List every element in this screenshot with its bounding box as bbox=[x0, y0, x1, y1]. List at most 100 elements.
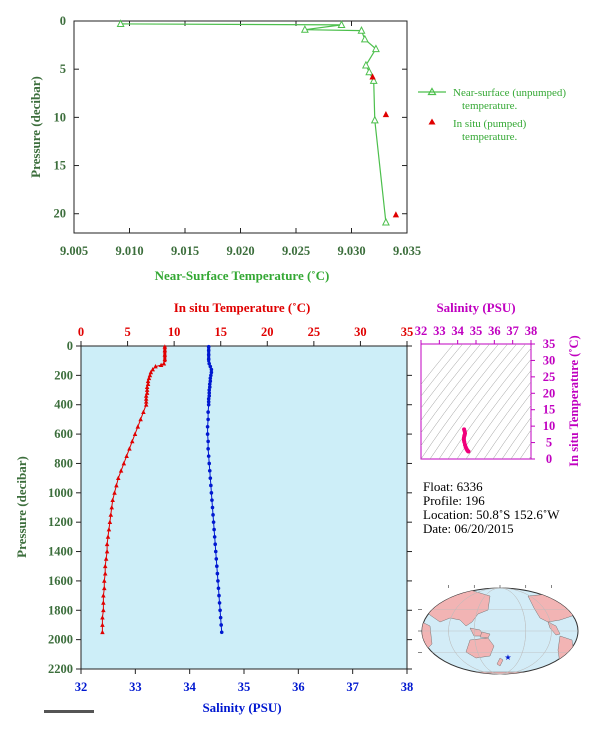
near-surface-series bbox=[116, 19, 400, 226]
temperature-point bbox=[102, 578, 107, 583]
salinity-point bbox=[208, 379, 213, 384]
isopycnal-line bbox=[474, 381, 531, 459]
ts-y-axis-label: In situ Temperature (˚C) bbox=[567, 335, 581, 466]
world-map: ★ bbox=[418, 585, 579, 675]
temperature-point bbox=[162, 344, 168, 349]
temperature-point bbox=[121, 460, 127, 466]
ts-x-tick-label: 37 bbox=[506, 324, 519, 338]
ts-series bbox=[461, 427, 471, 454]
near-surface-point bbox=[361, 60, 370, 69]
x-tick-label: 9.035 bbox=[393, 244, 421, 258]
legend-label-near-surface: Near-surface (unpumped) bbox=[453, 87, 566, 99]
salinity-point bbox=[208, 364, 213, 369]
x-tick-label: 9.005 bbox=[60, 244, 88, 258]
ts-y-tick-label: 0 bbox=[546, 452, 552, 466]
salinity-tick-label: 36 bbox=[292, 680, 305, 694]
temperature-point bbox=[127, 446, 132, 451]
temperature-point bbox=[105, 534, 111, 539]
salinity-tick-label: 35 bbox=[238, 680, 251, 694]
isopycnal-line bbox=[421, 344, 508, 459]
ts-diagram: 32 33 34 35 36 37 38 0 5 10 15 20 25 30 35 Salinity (P… bbox=[415, 300, 581, 467]
salinity-point bbox=[206, 397, 211, 401]
near-surface-chart: 9.005 9.010 9.015 9.020 9.025 9.030 9.035 0 5 10 1… bbox=[28, 14, 566, 283]
temperature-point bbox=[144, 390, 150, 395]
salinity-point bbox=[206, 446, 210, 451]
ts-x-axis-label: Salinity (PSU) bbox=[436, 300, 515, 315]
in-situ-point bbox=[392, 211, 400, 218]
temperature-point bbox=[162, 352, 168, 357]
temperature-tick-label: 10 bbox=[168, 325, 181, 339]
salinity-point bbox=[218, 608, 222, 613]
profile-chart: 0 5 10 15 20 25 30 35 32 33 34 35 36 37 38 0 200 400 600 80… bbox=[14, 300, 413, 715]
near-surface-point bbox=[371, 44, 380, 53]
ts-y-tick-label: 35 bbox=[543, 337, 556, 351]
isopycnal-line bbox=[421, 344, 499, 447]
ts-x-tick-label: 38 bbox=[525, 324, 538, 338]
salinity-point bbox=[208, 376, 213, 381]
x-tick-label: 9.025 bbox=[282, 244, 310, 258]
temperature-point bbox=[162, 347, 168, 353]
salinity-point bbox=[211, 520, 216, 524]
isopycnal-line bbox=[421, 344, 472, 409]
temperature-tick-label: 0 bbox=[78, 325, 84, 339]
temperature-point bbox=[143, 399, 149, 404]
temperature-tick-label: 15 bbox=[214, 325, 227, 339]
near-surface-point bbox=[357, 26, 366, 34]
temperature-point bbox=[158, 362, 164, 367]
temperature-point bbox=[132, 431, 138, 436]
salinity-point bbox=[219, 623, 223, 627]
salinity-point bbox=[215, 564, 219, 569]
temperature-point bbox=[143, 402, 149, 407]
x-tick-label: 9.020 bbox=[226, 244, 254, 258]
pressure-tick-label: 2000 bbox=[48, 633, 73, 647]
salinity-point bbox=[207, 461, 212, 466]
in-situ-point bbox=[382, 110, 390, 118]
temperature-tick-label: 20 bbox=[261, 325, 274, 339]
salinity-point bbox=[206, 353, 211, 357]
salinity-point bbox=[206, 399, 211, 404]
isopycnal-line bbox=[465, 370, 531, 459]
salinity-tick-label: 37 bbox=[346, 680, 359, 694]
temperature-point bbox=[110, 497, 115, 503]
pressure-tick-label: 1400 bbox=[48, 545, 73, 559]
pressure-tick-label: 1600 bbox=[48, 574, 73, 588]
temperature-point bbox=[114, 482, 119, 488]
isopycnal-line bbox=[421, 344, 490, 434]
temperature-point bbox=[102, 563, 108, 569]
near-surface-legend: Near-surface (unpumped) temperature. In … bbox=[418, 87, 566, 143]
near-surface-x-axis-label: Near-Surface Temperature (˚C) bbox=[155, 268, 330, 283]
salinity-point bbox=[207, 468, 212, 473]
y-tick-label: 10 bbox=[54, 110, 67, 124]
pressure-tick-label: 600 bbox=[54, 427, 73, 441]
salinity-point bbox=[207, 388, 212, 392]
salinity-tick-label: 33 bbox=[129, 680, 142, 694]
salinity-point bbox=[206, 454, 211, 458]
temperature-axis-label: In situ Temperature (˚C) bbox=[174, 300, 311, 315]
legend-label-near-surface-2: temperature. bbox=[462, 100, 518, 112]
salinity-tick-label: 32 bbox=[75, 680, 88, 694]
temperature-tick-label: 5 bbox=[124, 325, 130, 339]
temperature-tick-label: 35 bbox=[401, 325, 414, 339]
pressure-tick-label: 0 bbox=[67, 339, 73, 353]
near-surface-plot-area bbox=[73, 20, 408, 234]
temperature-point bbox=[147, 372, 153, 378]
salinity-point bbox=[214, 557, 219, 561]
near-surface-point bbox=[369, 76, 378, 84]
footer-code bbox=[44, 710, 94, 713]
near-surface-point bbox=[381, 217, 390, 226]
pressure-tick-label: 400 bbox=[54, 398, 73, 412]
salinity-point bbox=[209, 491, 214, 495]
ts-y-tick-label: 10 bbox=[543, 419, 556, 433]
salinity-point bbox=[210, 498, 214, 502]
temperature-point bbox=[144, 384, 150, 389]
legend-marker-near-surface bbox=[427, 87, 437, 96]
ts-y-tick-label: 15 bbox=[543, 403, 556, 417]
temperature-point bbox=[135, 424, 141, 429]
salinity-tick-label: 38 bbox=[401, 680, 414, 694]
salinity-axis-label: Salinity (PSU) bbox=[202, 700, 281, 715]
temperature-point bbox=[145, 378, 151, 384]
y-tick-label: 20 bbox=[54, 207, 67, 221]
near-surface-point bbox=[300, 25, 309, 33]
profile-ticks: 0 5 10 15 20 25 30 35 32 33 34 35 36 37 38 0 200 400 600 80… bbox=[48, 325, 413, 694]
